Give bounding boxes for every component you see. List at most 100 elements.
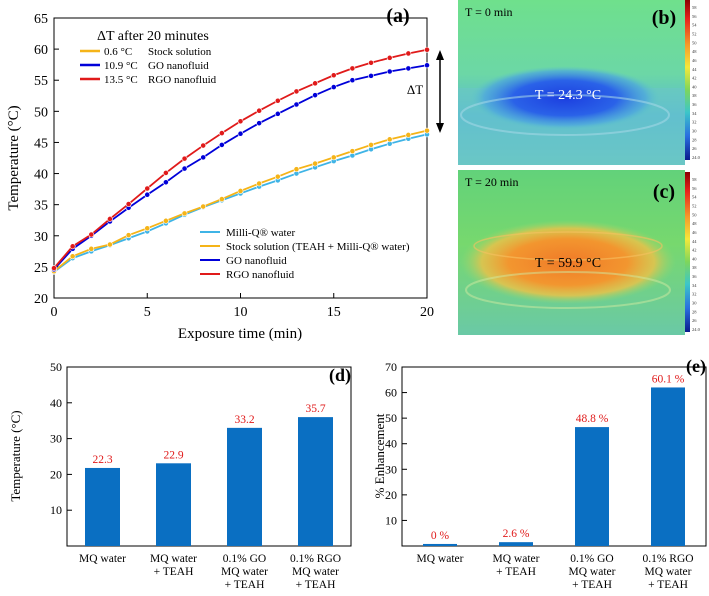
x-category-label: MQ water [79, 553, 126, 565]
data-point [405, 50, 412, 57]
data-point [125, 201, 132, 207]
temp-label-initial: T = 24.3 °C [535, 88, 601, 103]
x-category-label: MQ water + TEAH [493, 553, 540, 578]
annot-value-go: 10.9 °C [104, 60, 138, 72]
data-point [349, 65, 356, 72]
data-point [349, 148, 356, 155]
y-tick-label: 20 [385, 488, 397, 502]
colorbar-tick-label: 26 [692, 146, 697, 151]
temperature-line-chart: 20 25 30 35 40 45 50 55 60 65 0 5 10 15 20 Temperature… [6, 5, 444, 342]
colorbar-tick-label: 42 [692, 76, 697, 81]
y-tick-label: 40 [50, 396, 62, 410]
y-tick-label-a: 35 [34, 199, 48, 214]
data-point [312, 92, 318, 99]
colorbar-initial [685, 0, 690, 160]
data-point [162, 170, 169, 176]
data-point [368, 142, 374, 148]
data-point [200, 142, 207, 149]
colorbar-tick-label: 28 [692, 137, 697, 142]
panel-label-b: (b) [652, 7, 676, 29]
colorbar-tick-label: 28 [692, 309, 697, 314]
annot-label-stock: Stock solution [148, 46, 212, 58]
data-point [107, 216, 113, 222]
x-tick-label-a: 10 [234, 305, 248, 320]
bar [227, 427, 262, 546]
y-tick-label: 10 [50, 503, 62, 517]
y-tick-label: 60 [385, 386, 397, 400]
delta-t-label: ΔT [407, 82, 423, 97]
colorbar-tick-label: 40 [692, 84, 697, 89]
data-point [293, 101, 300, 108]
colorbar-final [685, 172, 690, 332]
data-point [368, 72, 374, 79]
data-point [181, 155, 188, 162]
colorbar-tick-label: 48 [692, 221, 697, 226]
colorbar-tick-label: 50 [692, 40, 697, 45]
data-point [330, 72, 337, 79]
data-point [312, 160, 318, 167]
annot-label-go: GO nanofluid [148, 60, 209, 72]
data-point [144, 191, 151, 198]
colorbar-tick-label: 32 [692, 292, 697, 297]
bar-value-label: 35.7 [305, 403, 325, 415]
data-point [218, 142, 225, 148]
y-axis-label-d: Temperature (°C) [8, 410, 23, 501]
bar-value-label: 48.8 % [576, 413, 609, 425]
y-tick-label: 10 [385, 513, 397, 527]
thermal-image-final: T = 20 min T = 59.9 °C (c) 58 56 54 52 50 48 4… [458, 170, 701, 335]
colorbar-tick-label: 56 [692, 186, 697, 191]
temperature-bar-chart: 10 20 30 40 50 22.3 MQ water 22.9 MQ water + TEAH… [8, 360, 352, 591]
annot-label-rgo: RGO nanofluid [148, 74, 217, 86]
y-tick-label: 50 [50, 360, 62, 374]
colorbar-tick-label: 56 [692, 14, 697, 19]
x-category-label: 0.1% GO MQ water + TEAH [221, 553, 268, 591]
colorbar-tick-label: 24.0 [692, 327, 701, 332]
colorbar-tick-label: 34 [692, 283, 697, 288]
y-tick-label-a: 45 [34, 136, 48, 151]
hot-region-blob [460, 220, 676, 304]
data-point [386, 136, 393, 143]
colorbar-tick-label: 58 [692, 5, 697, 10]
colorbar-tick-label: 30 [692, 301, 697, 306]
colorbar-tick-label: 48 [692, 49, 697, 54]
data-point [88, 231, 95, 238]
annot-value-rgo: 13.5 °C [104, 74, 138, 86]
x-category-label: 0.1% RGO MQ water + TEAH [642, 553, 693, 591]
colorbar-tick-label: 54 [692, 195, 697, 200]
delta-annotation-title: ΔT after 20 minutes [97, 29, 209, 44]
data-point [200, 203, 207, 210]
colorbar-tick-label: 40 [692, 256, 697, 261]
data-point [330, 154, 337, 161]
data-point [200, 154, 207, 161]
bar-value-label: 0 % [431, 530, 450, 542]
colorbar-tick-label: 26 [692, 318, 697, 323]
bar [156, 463, 191, 546]
data-point [181, 165, 188, 172]
data-point [330, 84, 337, 90]
data-point [51, 265, 57, 272]
data-point [69, 253, 76, 260]
y-tick-label-a: 50 [34, 105, 48, 120]
bar [651, 387, 685, 546]
panel-label-a: (a) [386, 5, 409, 27]
legend-a: Milli-Q® water Stock solution (TEAH + Mi… [200, 227, 410, 281]
data-point [237, 188, 244, 194]
colorbar-tick-label: 44 [692, 67, 697, 72]
colorbar-tick-label: 42 [692, 248, 697, 253]
data-point [256, 107, 263, 114]
colorbar-tick-label: 38 [692, 265, 697, 270]
data-point [349, 77, 356, 84]
colorbar-tick-label: 54 [692, 23, 697, 28]
colorbar-tick-label: 58 [692, 177, 697, 182]
bar [298, 417, 333, 546]
x-axis-label-a: Exposure time (min) [178, 326, 302, 342]
data-point [274, 97, 281, 104]
y-tick-label-a: 25 [34, 261, 48, 276]
colorbar-tick-label: 32 [692, 120, 697, 125]
colorbar-tick-label: 24.0 [692, 155, 701, 160]
data-point [218, 130, 225, 137]
x-tick-label-a: 5 [144, 305, 151, 320]
data-point [293, 166, 300, 173]
thermal-image-initial: T = 0 min T = 24.3 °C (b) 58 56 54 52 50 48 46… [458, 0, 701, 165]
